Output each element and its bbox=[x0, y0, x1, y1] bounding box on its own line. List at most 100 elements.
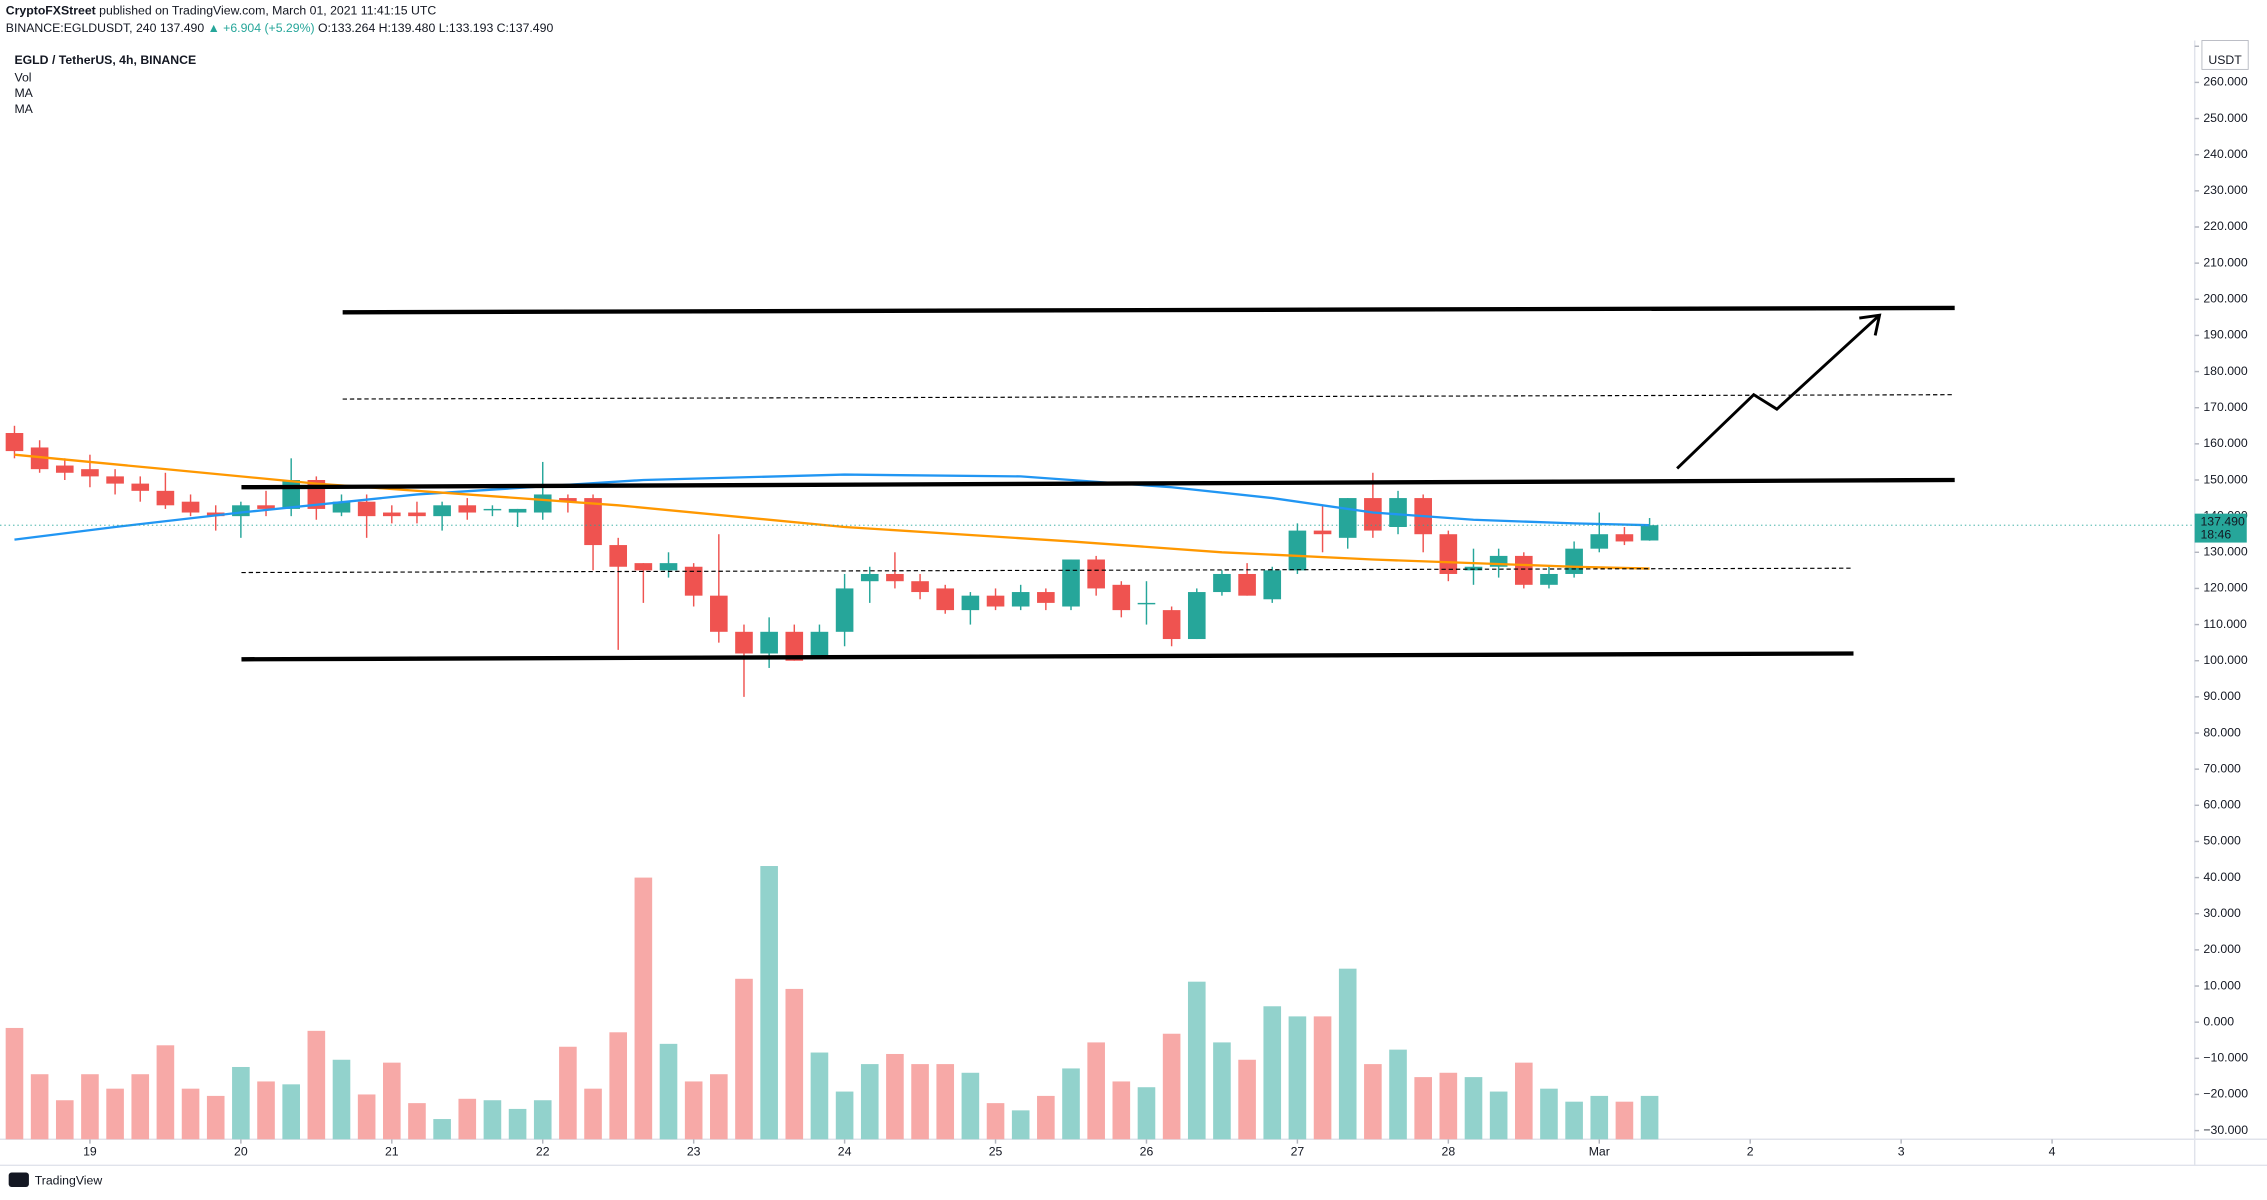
volume-bar bbox=[1313, 1016, 1332, 1140]
candle-body bbox=[357, 501, 376, 517]
volume-bar bbox=[860, 1064, 879, 1140]
y-tick-label: 260.000 bbox=[2203, 75, 2248, 89]
volume-bar bbox=[533, 1100, 552, 1140]
candle-body bbox=[458, 505, 477, 513]
volume-bar bbox=[659, 1043, 678, 1140]
volume-bar bbox=[835, 1091, 854, 1140]
candle-body bbox=[5, 433, 24, 452]
volume-bar bbox=[30, 1074, 49, 1140]
candle-body bbox=[1640, 525, 1659, 541]
candle-body bbox=[1515, 555, 1533, 585]
candle-body bbox=[1162, 610, 1181, 640]
volume-bar bbox=[1213, 1042, 1231, 1140]
candle-body bbox=[1011, 592, 1030, 607]
candle-body bbox=[911, 581, 929, 593]
unit-box bbox=[2201, 40, 2249, 70]
price-tag-countdown: 18:46 bbox=[2200, 528, 2231, 542]
y-tick-label: 60.000 bbox=[2203, 798, 2241, 812]
volume-bar bbox=[1062, 1068, 1080, 1140]
price-tag bbox=[2194, 513, 2247, 543]
volume-bar bbox=[1011, 1110, 1030, 1140]
y-tick-label: 250.000 bbox=[2203, 111, 2248, 125]
y-tick-label: 150.000 bbox=[2203, 472, 2248, 486]
channel-top bbox=[241, 477, 1955, 490]
y-tick-label: 90.000 bbox=[2203, 689, 2241, 703]
x-tick-label: 2 bbox=[1747, 1145, 1754, 1159]
volume-bar bbox=[684, 1081, 703, 1140]
candle-body bbox=[508, 508, 527, 513]
x-tick-label: 26 bbox=[1140, 1145, 1154, 1159]
x-tick-label: 27 bbox=[1291, 1145, 1305, 1159]
y-tick-label: −20.000 bbox=[2203, 1087, 2248, 1101]
candle-body bbox=[1338, 498, 1357, 538]
candle-body bbox=[433, 505, 451, 517]
dashed-level bbox=[241, 567, 1854, 574]
candle-body bbox=[1615, 534, 1634, 542]
candle-body bbox=[282, 480, 300, 509]
candle-body bbox=[30, 447, 49, 470]
y-tick-label: 50.000 bbox=[2203, 834, 2241, 848]
footer-text: TradingView bbox=[35, 1173, 103, 1187]
x-tick-label: 21 bbox=[385, 1145, 399, 1159]
ohlc: O:133.264 H:139.480 L:133.193 C:137.490 bbox=[318, 21, 553, 35]
y-tick-label: 200.000 bbox=[2203, 292, 2248, 306]
candle-body bbox=[1087, 559, 1105, 589]
candle-body bbox=[81, 469, 99, 477]
price-tag-label: 137.490 bbox=[2200, 515, 2245, 529]
candle-body bbox=[257, 505, 275, 509]
legend-ma: MA bbox=[14, 86, 33, 100]
candle-body bbox=[232, 505, 250, 517]
volume-bar bbox=[232, 1066, 250, 1140]
candle-body bbox=[1137, 602, 1156, 605]
y-tick-label: 100.000 bbox=[2203, 653, 2248, 667]
volume-bar bbox=[911, 1064, 929, 1140]
volume-bar bbox=[609, 1032, 628, 1140]
volume-bar bbox=[332, 1059, 351, 1140]
axis-unit: USDT bbox=[2208, 53, 2242, 67]
last: 137.490 bbox=[160, 21, 205, 35]
candle-body bbox=[181, 501, 200, 513]
channel-bottom bbox=[241, 651, 1854, 662]
y-tick-label: 30.000 bbox=[2203, 906, 2241, 920]
candle-body bbox=[710, 595, 728, 632]
y-tick-label: 180.000 bbox=[2203, 364, 2248, 378]
y-tick-label: 0.000 bbox=[2203, 1014, 2234, 1028]
volume-bar bbox=[5, 1027, 24, 1140]
candle-body bbox=[584, 498, 602, 546]
y-tick-label: 70.000 bbox=[2203, 761, 2241, 775]
volume-bar bbox=[1187, 981, 1206, 1140]
volume-bar bbox=[1162, 1033, 1181, 1140]
publisher: CryptoFXStreet bbox=[6, 4, 96, 18]
volume-bar bbox=[282, 1084, 300, 1140]
x-tick-label: 19 bbox=[83, 1145, 97, 1159]
y-tick-label: −30.000 bbox=[2203, 1123, 2248, 1137]
y-tick-label: 40.000 bbox=[2203, 870, 2241, 884]
candle-body bbox=[156, 490, 175, 506]
volume-bar bbox=[382, 1062, 401, 1140]
candle-body bbox=[886, 573, 904, 582]
volume-bar bbox=[1037, 1095, 1055, 1140]
legend-vol: Vol bbox=[14, 70, 31, 84]
y-tick-label: 80.000 bbox=[2203, 725, 2241, 739]
volume-bar bbox=[760, 866, 778, 1140]
volume-bar bbox=[106, 1088, 124, 1140]
x-tick-label: 25 bbox=[989, 1145, 1003, 1159]
volume-bar bbox=[1414, 1077, 1432, 1140]
x-tick-label: 20 bbox=[234, 1145, 248, 1159]
candle-body bbox=[936, 588, 955, 611]
resistance-line bbox=[342, 305, 1955, 315]
candle-body bbox=[1263, 570, 1282, 600]
candle-body bbox=[1489, 555, 1508, 567]
logo-icon bbox=[8, 1172, 29, 1187]
candle-body bbox=[810, 631, 829, 658]
symbol: BINANCE:EGLDUSDT, 240 bbox=[6, 21, 157, 35]
volume-bar bbox=[1288, 1016, 1307, 1140]
volume-bar bbox=[1515, 1062, 1533, 1140]
y-tick-label: 240.000 bbox=[2203, 147, 2248, 161]
candle-body bbox=[735, 631, 753, 654]
candle-body bbox=[835, 588, 854, 632]
volume-bar bbox=[257, 1081, 275, 1140]
volume-bar bbox=[1540, 1088, 1558, 1140]
x-tick-label: 4 bbox=[2049, 1145, 2056, 1159]
